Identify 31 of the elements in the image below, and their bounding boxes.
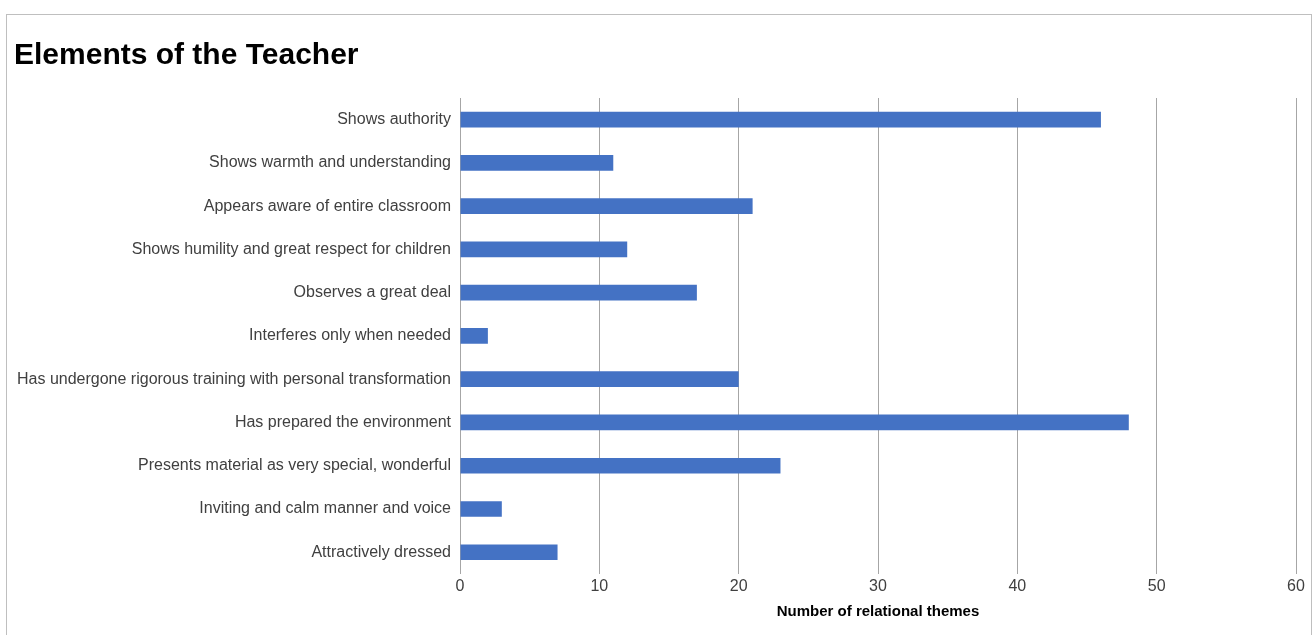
y-tick-label: Shows authority [337, 110, 452, 128]
y-tick-label: Inviting and calm manner and voice [199, 499, 452, 517]
x-tick-label: 30 [869, 576, 888, 594]
bar [460, 371, 739, 387]
bar [460, 241, 628, 258]
bar [460, 328, 488, 344]
bar [460, 111, 1101, 128]
y-tick-label: Observes a great deal [293, 283, 452, 301]
bar [460, 457, 781, 474]
y-tick-label: Presents material as very special, wonderful [137, 456, 452, 474]
x-tick-label: 0 [455, 576, 465, 594]
text: Elements of the Teacher [14, 37, 359, 71]
y-tick-label: Attractively dressed [311, 542, 452, 560]
x-tick-label: 40 [1008, 576, 1027, 594]
x-tick-label: 50 [1147, 576, 1166, 594]
bar [460, 284, 697, 301]
bar [460, 544, 558, 560]
x-axis-title: Number of relational themes [776, 602, 980, 620]
bar [460, 198, 753, 214]
x-tick-label: 60 [1287, 576, 1305, 594]
y-tick-label: Shows humility and great respect for children [131, 239, 452, 257]
bar [460, 155, 614, 171]
bar [460, 501, 502, 517]
y-tick-label: Appears aware of entire classroom [203, 196, 452, 214]
y-tick-label: Shows warmth and understanding [209, 153, 452, 171]
bar [460, 414, 1129, 431]
y-tick-label: Interferes only when needed [249, 326, 452, 344]
x-tick-label: 10 [590, 576, 609, 594]
x-tick-label: 20 [729, 576, 748, 594]
y-tick-label: Has undergone rigorous training with personal transformation [17, 369, 452, 387]
y-tick-label: Has prepared the environment [234, 412, 452, 430]
